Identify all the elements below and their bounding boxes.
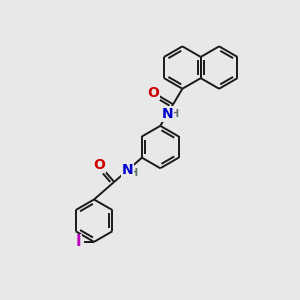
Text: O: O [93, 158, 105, 172]
Text: N: N [122, 163, 134, 177]
Text: N: N [162, 107, 173, 121]
Text: O: O [148, 86, 160, 100]
Text: I: I [76, 234, 81, 249]
Text: H: H [169, 109, 178, 119]
Text: H: H [129, 169, 137, 178]
